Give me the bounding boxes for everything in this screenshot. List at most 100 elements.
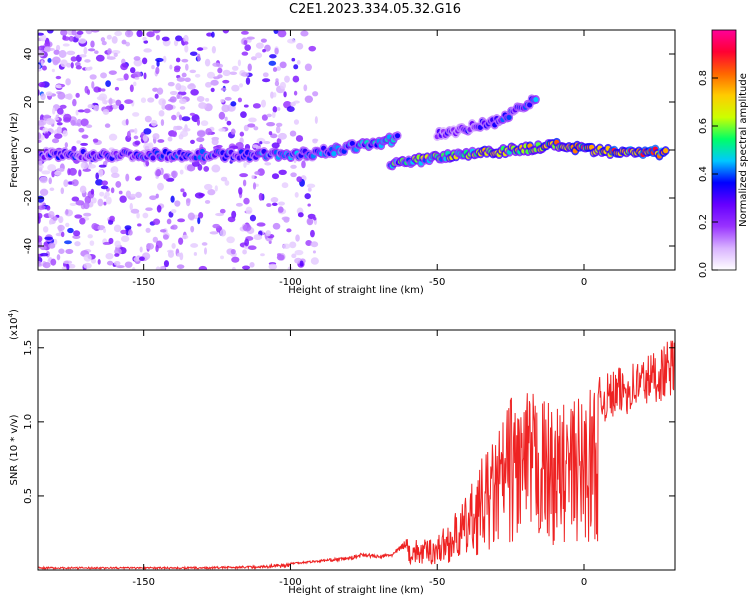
heatmap-cell (152, 133, 160, 140)
heatmap-cell (230, 128, 236, 135)
heatmap-cell (76, 140, 81, 144)
heatmap-cell (256, 222, 266, 227)
heatmap-cell (97, 259, 101, 265)
heatmap-cell (286, 228, 292, 233)
heatmap-cell (306, 183, 316, 188)
heatmap-cell (305, 239, 313, 246)
spectrogram-x-tick-label: -50 (429, 277, 445, 288)
heatmap-cell (130, 67, 136, 74)
heatmap-cell (105, 196, 112, 205)
heatmap-cell (65, 78, 71, 86)
heatmap-cell (239, 173, 249, 178)
heatmap-cell (262, 78, 271, 83)
heatmap-cell (60, 30, 68, 36)
heatmap-cell (118, 103, 125, 111)
heatmap-cell (242, 249, 247, 255)
snr-x-tick-label: -50 (429, 577, 445, 588)
heatmap-cell (235, 202, 243, 207)
heatmap-cell (47, 164, 57, 172)
heatmap-cell (229, 71, 238, 76)
heatmap-cell (53, 49, 60, 55)
heatmap-cell (262, 72, 269, 78)
heatmap-cell (304, 95, 313, 103)
snr-x-axis: -150 -100 -50 0 (132, 330, 587, 588)
heatmap-cell (268, 131, 273, 136)
heatmap-cell (136, 212, 140, 219)
heatmap-cell (184, 44, 189, 53)
heatmap-cell (80, 118, 89, 127)
heatmap-cell (256, 137, 266, 145)
heatmap-cell (133, 81, 137, 87)
heatmap-cell (226, 120, 232, 126)
heatmap-cell (57, 91, 66, 100)
heatmap-cell (270, 91, 274, 99)
heatmap-cell (111, 172, 120, 178)
heatmap-cell (231, 266, 236, 270)
heatmap-cell (45, 91, 53, 97)
heatmap-cell (296, 60, 301, 65)
heatmap-cell (87, 234, 93, 239)
heatmap-cell (40, 60, 44, 66)
heatmap-cell (91, 197, 97, 204)
heatmap-cell (290, 101, 296, 107)
heatmap-cell (83, 212, 92, 217)
heatmap-cell (86, 89, 91, 96)
heatmap-cell (276, 107, 281, 111)
heatmap-cell (293, 90, 298, 96)
heatmap-cell (196, 137, 205, 143)
heatmap-cell (145, 207, 153, 212)
heatmap-cell (52, 59, 59, 66)
heatmap-cell (132, 266, 136, 270)
heatmap-cell (74, 214, 83, 219)
heatmap-cell (190, 243, 199, 248)
heatmap-cell (124, 30, 134, 38)
heatmap-cell (66, 263, 70, 270)
heatmap-cell (238, 187, 243, 195)
spectrogram-x-axis: -150 -100 -50 0 (132, 30, 587, 288)
heatmap-cell (349, 140, 355, 147)
heatmap-cell (175, 82, 182, 91)
heatmap-cell (120, 229, 127, 235)
heatmap-cell (290, 164, 297, 169)
heatmap-cell (312, 250, 316, 254)
heatmap-cell (157, 139, 165, 143)
heatmap-cell (143, 128, 152, 135)
heatmap-cell (113, 224, 122, 233)
heatmap-cell (152, 218, 161, 225)
heatmap-cell (45, 118, 55, 126)
heatmap-cell (101, 96, 106, 105)
heatmap-cell (106, 56, 116, 60)
heatmap-cell (162, 55, 167, 63)
heatmap-cell (205, 97, 210, 102)
heatmap-cell (38, 119, 47, 126)
snr-y-multiplier: (x104) (7, 309, 20, 340)
heatmap-cell (155, 193, 159, 199)
heatmap-cell (294, 192, 299, 198)
heatmap-cell (87, 164, 97, 169)
spectrogram-panel: -150 -100 -50 0 -40 -20 0 20 40 Height of strai… (9, 29, 676, 296)
heatmap-cell (44, 133, 49, 139)
heatmap-cell (261, 114, 268, 121)
heatmap-cell (107, 219, 114, 225)
heatmap-cell (134, 76, 140, 80)
heatmap-cell (303, 84, 308, 92)
heatmap-cell (100, 72, 107, 79)
heatmap-cell (75, 109, 79, 116)
heatmap-cell (83, 254, 92, 262)
spectrogram-y-tick-label: -40 (23, 238, 34, 254)
heatmap-cell (203, 166, 210, 172)
colorbar-gradient (711, 29, 737, 271)
heatmap-cell (58, 217, 63, 223)
heatmap-cell (133, 256, 141, 262)
colorbar-ticks: 0.0 0.2 0.4 0.6 0.8 (698, 70, 718, 278)
heatmap-cell (190, 88, 199, 96)
colorbar-tick-label: 0.8 (698, 70, 709, 86)
heatmap-cell (200, 120, 209, 127)
heatmap-cell (293, 64, 299, 70)
heatmap-cell (271, 173, 280, 180)
heatmap-cell (275, 122, 283, 127)
snr-frame (37, 329, 676, 571)
heatmap-cell (291, 253, 297, 259)
heatmap-cell (264, 162, 272, 166)
